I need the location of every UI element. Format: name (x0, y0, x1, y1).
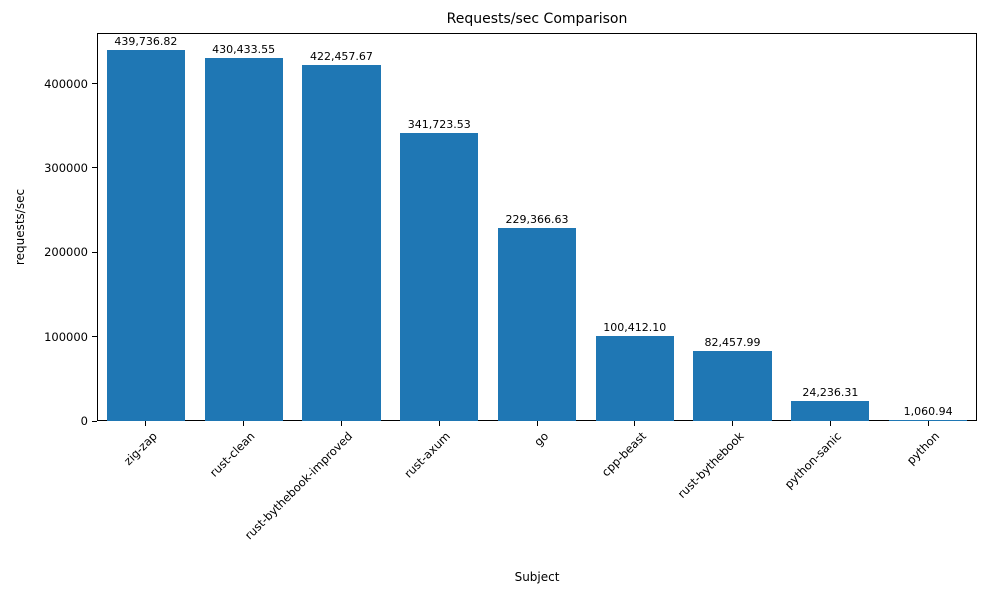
bar-go (497, 227, 577, 421)
x-tick-label-go: go (530, 429, 551, 450)
x-tick-mark (927, 421, 929, 426)
bar-value-label-rust-bythebook-improved: 422,457.67 (309, 49, 373, 63)
x-tick-mark (732, 421, 734, 426)
bar-zig-zap (106, 50, 185, 421)
y-tick-mark (92, 83, 97, 85)
x-tick-label-rust-clean: rust-clean (206, 429, 258, 480)
x-tick-mark (634, 421, 636, 426)
y-tick-mark (92, 420, 97, 422)
bar-value-label-go: 229,366.63 (505, 212, 569, 226)
bar-rust-clean (204, 57, 283, 421)
x-tick-label-rust-bythebook-improved: rust-bythebook-improved (242, 429, 356, 543)
x-tick-mark (145, 421, 147, 426)
bar-rust-bythebook-improved (302, 64, 381, 421)
y-tick-mark (92, 336, 97, 338)
y-tick-label: 100000 (44, 329, 88, 344)
bar-rust-axum (400, 132, 479, 421)
y-tick-label: 300000 (44, 160, 88, 175)
bar-value-label-cpp-beast: 100,412.10 (603, 321, 667, 335)
y-tick-label: 400000 (44, 76, 88, 91)
x-tick-mark (536, 421, 538, 426)
x-tick-label-rust-bythebook: rust-bythebook (674, 429, 747, 501)
bar-value-label-python: 1,060.94 (903, 405, 953, 419)
x-tick-mark (829, 421, 831, 426)
bar-value-label-rust-clean: 430,433.55 (212, 42, 276, 56)
x-tick-mark (438, 421, 440, 426)
x-tick-label-zig-zap: zig-zap (120, 429, 160, 468)
bar-value-label-rust-axum: 341,723.53 (407, 117, 471, 131)
x-tick-label-python-sanic: python-sanic (781, 429, 845, 492)
x-axis-label: Subject (514, 570, 560, 584)
x-tick-mark (243, 421, 245, 426)
bar-python-sanic (791, 400, 870, 421)
chart-title: Requests/sec Comparison (446, 11, 628, 27)
x-tick-label-python: python (903, 429, 943, 468)
bar-cpp-beast (595, 336, 674, 421)
y-tick-label: 0 (80, 414, 88, 428)
y-tick-label: 200000 (44, 245, 88, 260)
x-tick-mark (340, 421, 342, 426)
bar-value-label-zig-zap: 439,736.82 (114, 35, 178, 49)
bar-value-label-python-sanic: 24,236.31 (802, 385, 859, 399)
bar-python (889, 420, 968, 422)
y-axis-label: requests/sec (13, 188, 27, 266)
y-tick-mark (92, 251, 97, 253)
bar-rust-bythebook (693, 351, 772, 421)
y-tick-mark (92, 167, 97, 169)
bar-value-label-rust-bythebook: 82,457.99 (704, 336, 761, 350)
x-tick-label-cpp-beast: cpp-beast (598, 429, 649, 480)
x-tick-label-rust-axum: rust-axum (401, 429, 454, 481)
